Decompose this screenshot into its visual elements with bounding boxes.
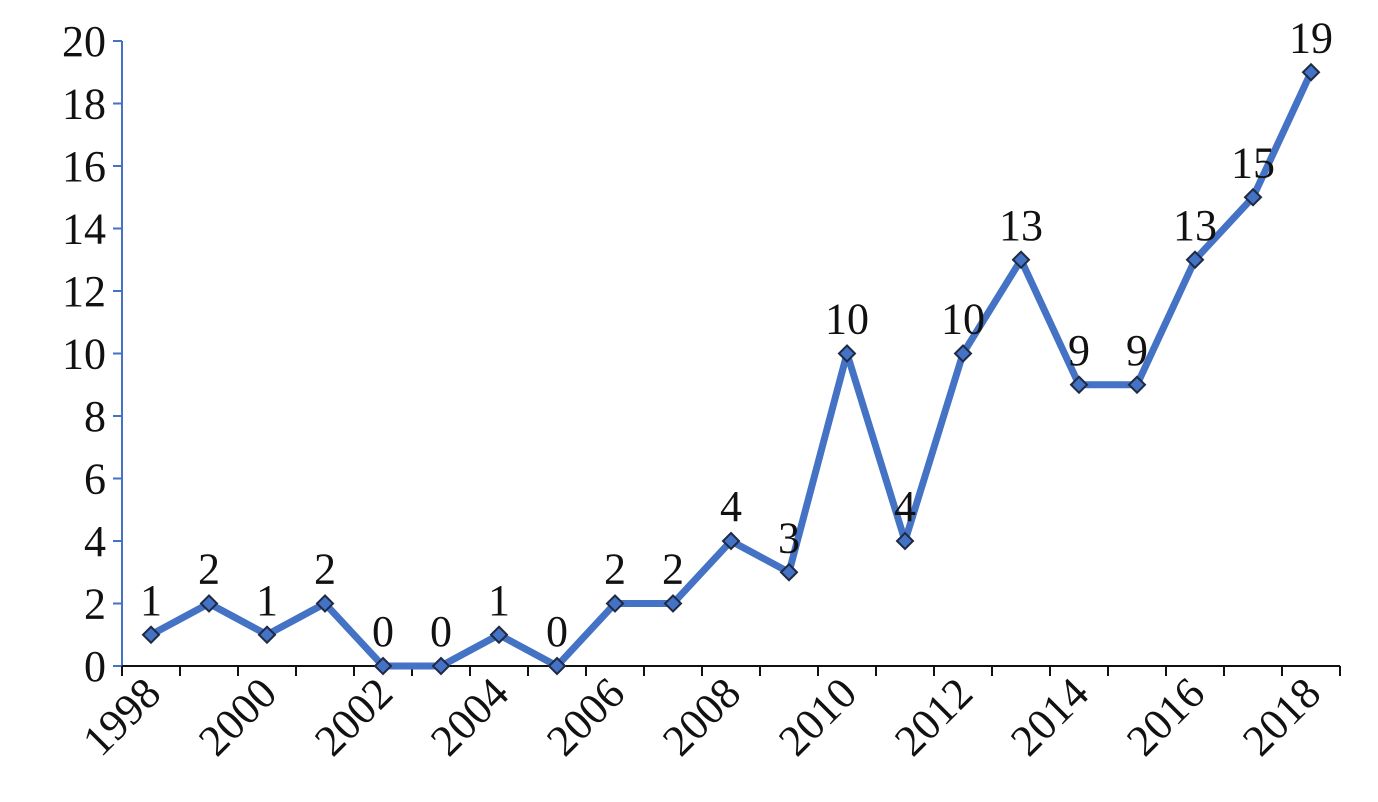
data-label: 0 [546, 607, 568, 656]
data-label: 13 [1173, 201, 1217, 250]
data-label: 0 [430, 607, 452, 656]
marker [1185, 250, 1205, 270]
marker [315, 594, 335, 613]
data-label: 13 [999, 201, 1043, 250]
marker [663, 594, 683, 613]
x-tick-label: 2016 [1117, 668, 1214, 765]
marker [605, 594, 625, 613]
data-label: 2 [314, 545, 336, 594]
x-tick-label: 2008 [653, 668, 750, 765]
marker [1301, 62, 1321, 82]
data-label: 3 [778, 513, 800, 562]
y-tick-label: 8 [84, 392, 106, 441]
marker [895, 531, 915, 551]
x-tick-label: 2000 [189, 668, 286, 765]
y-tick-label: 10 [62, 330, 106, 379]
data-label: 1 [140, 576, 162, 625]
marker [837, 344, 857, 363]
data-label: 9 [1126, 326, 1148, 375]
data-label: 2 [198, 545, 220, 594]
data-label: 1 [256, 576, 278, 625]
marker [547, 656, 567, 676]
data-label: 10 [941, 295, 985, 344]
y-tick-label: 4 [84, 517, 106, 566]
x-tick-label: 2014 [1001, 668, 1098, 765]
marker [779, 562, 799, 582]
marker [199, 594, 219, 613]
data-label: 2 [604, 545, 626, 594]
data-label: 2 [662, 545, 684, 594]
x-tick-label: 2012 [885, 668, 982, 765]
data-label: 15 [1231, 138, 1275, 187]
data-label: 0 [372, 607, 394, 656]
y-tick-label: 20 [62, 17, 106, 66]
marker [721, 531, 741, 551]
x-tick-label: 2004 [421, 668, 518, 765]
marker [489, 625, 509, 645]
data-label: 4 [720, 482, 742, 531]
data-label: 19 [1289, 13, 1333, 62]
x-tick-label: 2010 [769, 668, 866, 765]
data-label: 9 [1068, 326, 1090, 375]
marker [1069, 375, 1089, 395]
y-tick-label: 14 [62, 205, 106, 254]
y-tick-label: 18 [62, 80, 106, 129]
marker [1011, 250, 1031, 270]
data-label: 10 [825, 295, 869, 344]
data-label: 1 [488, 576, 510, 625]
y-tick-label: 6 [84, 455, 106, 504]
marker [953, 344, 973, 363]
y-tick-label: 12 [62, 267, 106, 316]
y-tick-label: 16 [62, 142, 106, 191]
marker [373, 656, 393, 676]
marker [257, 625, 277, 645]
y-tick-label: 2 [84, 580, 106, 629]
x-tick-label: 2018 [1233, 668, 1330, 765]
marker [141, 625, 161, 645]
data-label: 4 [894, 482, 916, 531]
x-tick-label: 2006 [537, 668, 634, 765]
x-tick-label: 2002 [305, 668, 402, 765]
y-tick-label: 0 [84, 642, 106, 691]
marker [431, 656, 451, 676]
marker [1127, 375, 1147, 395]
marker [1243, 187, 1263, 207]
